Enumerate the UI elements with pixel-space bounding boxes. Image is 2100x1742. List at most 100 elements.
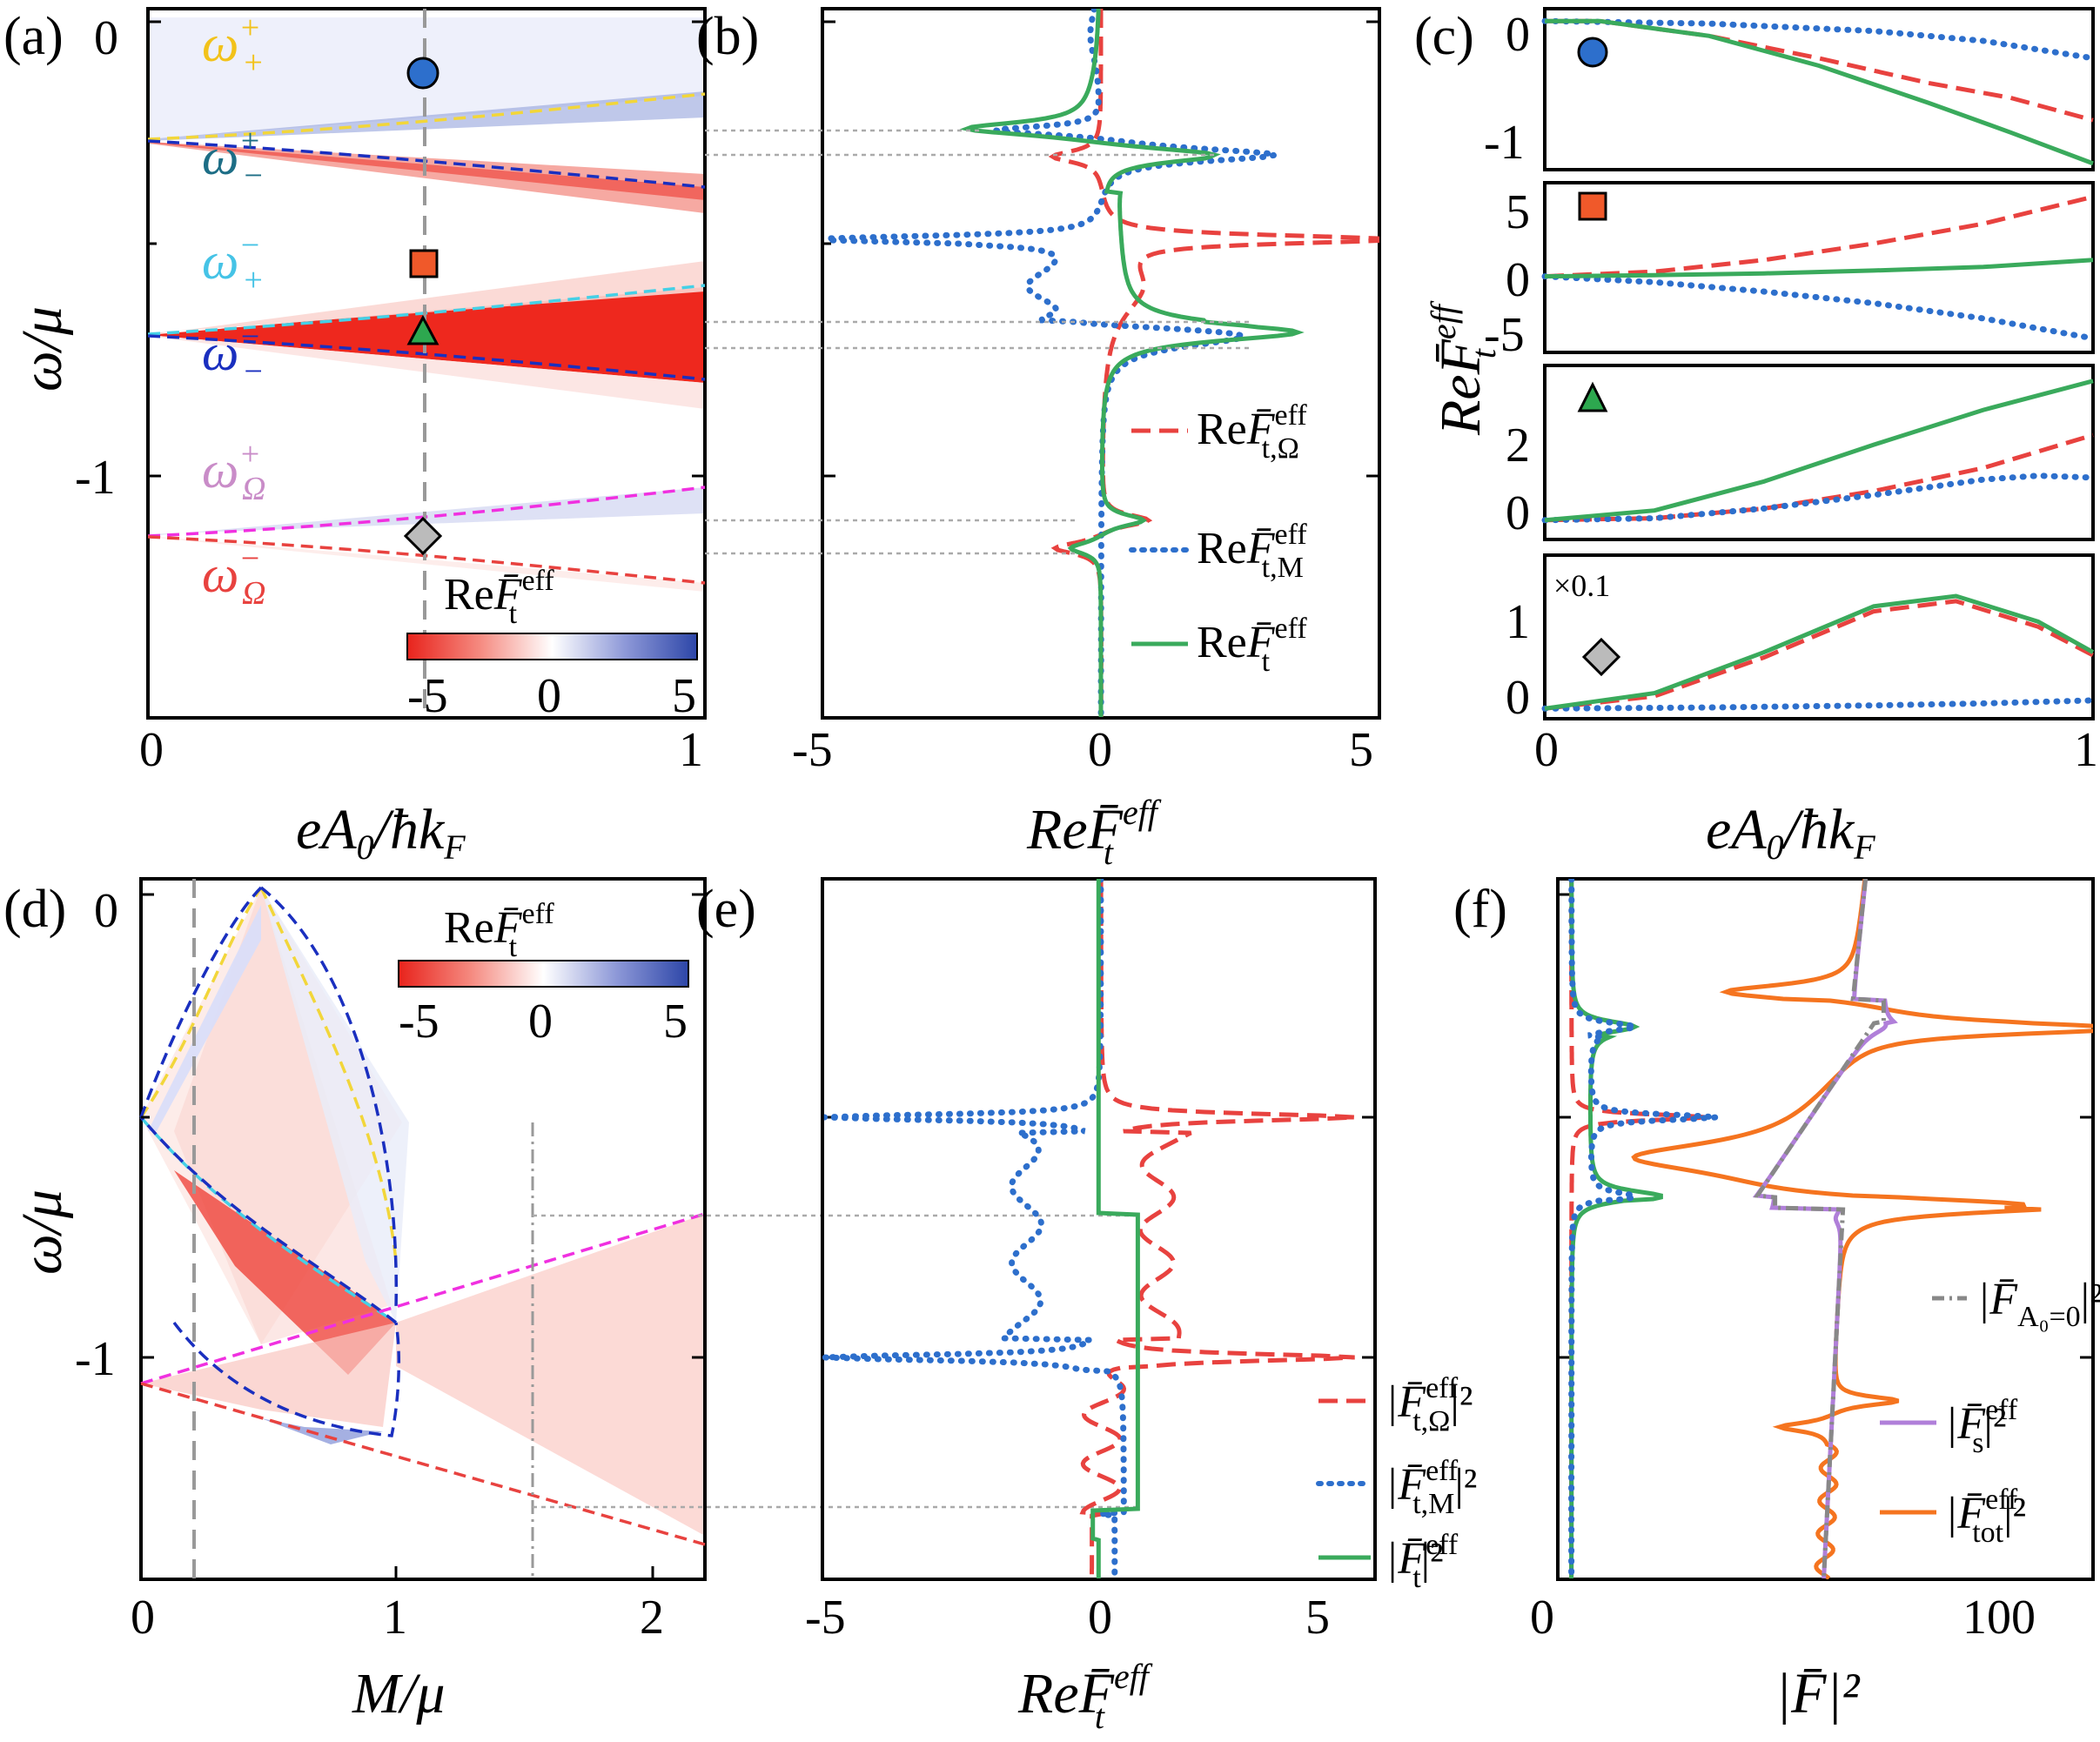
panel-a-cb-tick-1: 0 (537, 669, 561, 723)
panel-c-ytick-2c: -5 (1484, 308, 1525, 362)
curve-label-5: ω− Ω (202, 540, 266, 612)
panel-b-label: (b) (696, 7, 759, 66)
panel-d-cb-tick-0: -5 (399, 995, 439, 1049)
panel-c-ytick-1a: 0 (1506, 8, 1530, 62)
triangle-marker (406, 314, 439, 345)
panel-e-xtick-1: 0 (1088, 1591, 1112, 1645)
panel-c-sub4-series-green (1544, 593, 2095, 711)
panel-b-curves (824, 9, 1379, 718)
panel-e-xtick-0: -5 (805, 1591, 846, 1645)
panel-a-xtick-0: 0 (139, 723, 164, 777)
panel-d-label: (d) (3, 880, 66, 939)
panel-f-series-tot (1631, 879, 2093, 1579)
curve-label-4: ω+ Ω (202, 436, 266, 507)
panel-f-xlabel: |F̄|² (1775, 1662, 1861, 1725)
panel-c-ytick-1b: -1 (1484, 116, 1525, 170)
diamond-marker (403, 516, 443, 556)
panel-f-legend-label-A0: |F̄A₀=0|² (1977, 1275, 2100, 1333)
panel-c-curves (1541, 17, 2097, 712)
panel-e-legend: |F̄eff t,Ω|² |F̄eff t,M|² |F̄eff t|² (1316, 1372, 1477, 1594)
panel-a: ω+ + ω+ − ω− + ω− − ω+ Ω ω− Ω ReF̄eff t -5 0 5 (a) 0… (3, 7, 707, 867)
panel-f-series-omega (1569, 879, 1708, 1578)
legend-label-omega: ReF̄eff t,Ω (1197, 399, 1307, 465)
panel-b-xtick-2: 5 (1349, 723, 1373, 777)
panel-c-sub2-series-blue (1541, 273, 2097, 342)
panel-c-square-marker (1578, 191, 1607, 221)
panel-c-sub3-series-green (1544, 379, 2094, 523)
panel-b-xlabel: ReF̄eff t (1026, 793, 1162, 872)
panel-c-circle-marker (1577, 37, 1608, 68)
panel-c-sub1-series-red (1545, 18, 2094, 123)
panel-b-xtick-0: -5 (792, 723, 833, 777)
panel-c-triangle-marker (1577, 381, 1608, 412)
panel-a-curves (147, 92, 706, 585)
panel-f-series-A0 (1754, 879, 1886, 1579)
panel-c-ytick-2b: 0 (1506, 253, 1530, 307)
panel-d-colorbar (398, 960, 689, 988)
legend-label-total: ReF̄eff t (1197, 613, 1307, 678)
panel-d-ytick-1: -1 (75, 1332, 116, 1386)
panel-c-frame-4 (1543, 553, 2095, 720)
curve-omega-minus-minus (147, 334, 706, 381)
panel-d: ReF̄eff t -5 0 5 (d) 0 -1 0 1 2 M/μ ω/μ (3, 877, 707, 1725)
connector-lines-ab (705, 129, 1253, 555)
panel-c-xlabel: eA0/ħkF (1706, 798, 1875, 867)
panel-c-diamond-marker (1581, 637, 1621, 677)
curve-omega-minus-plus (147, 139, 706, 189)
panel-d-xlabel: M/μ (352, 1662, 445, 1725)
panel-d-frame (139, 877, 707, 1581)
panel-f-series-t (1569, 879, 1663, 1578)
panel-b: (b) -5 0 5 ReF̄eff t ReF̄eff t,Ω ReF̄eff t,… (696, 7, 1381, 872)
panel-e-label: (e) (696, 880, 756, 939)
panel-e-legend-label-total: |F̄eff t|² (1385, 1529, 1459, 1594)
panel-a-ylabel: ω/μ (10, 306, 74, 392)
panel-c-sub2-series-green (1544, 258, 2094, 279)
panel-a-ytick-1: -1 (75, 451, 116, 505)
panel-c-label: (c) (1414, 7, 1474, 66)
panel-f-legend-label-tot: |F̄eff tot|² (1945, 1484, 2026, 1549)
panel-b-ticks (822, 20, 1379, 478)
panel-d-xtick-0: 0 (131, 1591, 155, 1645)
panel-c-sub4-series-blue (1541, 697, 2097, 712)
square-marker (409, 249, 439, 278)
panel-f-label: (f) (1453, 880, 1507, 939)
panel-e-series-M (823, 879, 1127, 1579)
panel-a-label: (a) (3, 7, 64, 66)
panel-c-frame-1 (1543, 7, 2095, 171)
panel-d-xtick-2: 2 (640, 1591, 664, 1645)
panel-a-colorbar (406, 633, 698, 660)
panel-f-legend: |F̄A₀=0|² |F̄eff s|² |F̄eff tot|² (1880, 1275, 2100, 1549)
legend-label-M: ReF̄eff t,M (1197, 519, 1307, 584)
curve-omega-plus-omega (147, 486, 706, 538)
panel-c-frame-3 (1543, 364, 2095, 541)
panel-e: (e) -5 0 5 ReF̄eff t |F̄eff t,Ω|² |F̄eff t,… (696, 877, 1477, 1736)
panel-a-cb-tick-2: 5 (672, 669, 696, 723)
curve-omega-plus-plus (147, 92, 706, 141)
panel-c-ytick-3b: 0 (1506, 486, 1530, 540)
panel-a-curve-labels: ω+ + ω+ − ω− + ω− − ω+ Ω ω− Ω (202, 10, 266, 612)
panel-e-curves (823, 879, 1355, 1579)
panel-b-series-omega (1048, 9, 1379, 717)
panel-c-xtick-0: 0 (1534, 723, 1559, 777)
panel-e-xtick-2: 5 (1305, 1591, 1330, 1645)
curve-label-2: ω− + (202, 227, 265, 298)
curve-label-3: ω− − (202, 318, 265, 390)
panel-d-xtick-1: 1 (383, 1591, 407, 1645)
curve-label-1: ω+ − (202, 123, 265, 194)
panel-d-curves (139, 886, 706, 1546)
panel-d-heatmap (141, 888, 705, 1536)
panel-d-cb-tick-2: 5 (663, 995, 688, 1049)
panel-e-legend-label-omega: |F̄eff t,Ω|² (1385, 1372, 1473, 1437)
panel-f-series-M (1568, 879, 1717, 1579)
panel-f-curves (1568, 879, 2093, 1579)
panel-d-ylabel: ω/μ (10, 1189, 74, 1275)
panel-c-ytick-4b: 0 (1506, 671, 1530, 725)
panel-d-ticks (141, 893, 705, 1579)
panel-e-xlabel: ReF̄eff t (1017, 1657, 1153, 1736)
panel-c-ytick-4a: 1 (1506, 595, 1530, 649)
curve-omega-minus-omega (147, 535, 706, 585)
panel-a-xtick-1: 1 (679, 723, 703, 777)
panel-c-ylabel: ReF̄efft (1424, 300, 1503, 436)
connector-lines-de (533, 1214, 1140, 1509)
panel-b-xtick-1: 0 (1088, 723, 1112, 777)
